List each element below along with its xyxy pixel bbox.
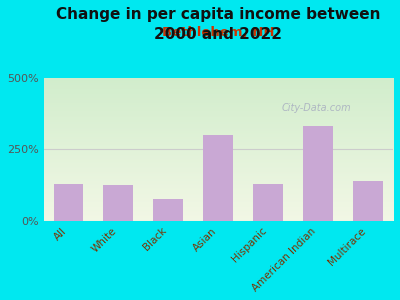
Bar bbox=[54, 184, 84, 221]
Bar bbox=[253, 184, 283, 221]
Title: Change in per capita income between
2000 and 2022: Change in per capita income between 2000… bbox=[56, 7, 380, 42]
Bar bbox=[153, 200, 183, 221]
Bar bbox=[203, 135, 233, 221]
Text: Bethlehem, NH: Bethlehem, NH bbox=[162, 26, 274, 39]
Bar bbox=[353, 181, 383, 221]
Bar bbox=[104, 185, 134, 221]
Bar bbox=[303, 126, 333, 221]
Text: City-Data.com: City-Data.com bbox=[281, 103, 351, 113]
